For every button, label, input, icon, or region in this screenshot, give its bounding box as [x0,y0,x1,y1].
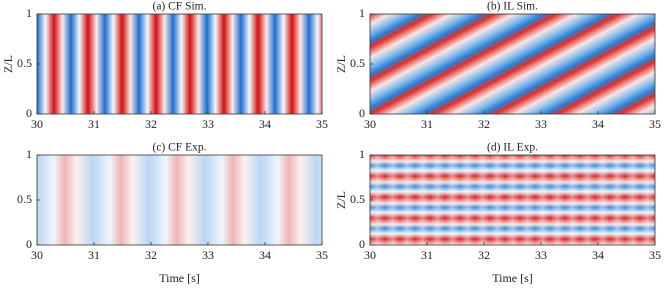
y-tick-label: 1 [359,6,365,20]
y-tick-label: 0.5 [17,192,32,206]
x-tick-label: 33 [202,248,214,262]
x-tick-label: 33 [535,117,547,131]
x-tick-label: 34 [259,117,271,131]
panel-title: (a) CF Sim. [153,1,207,13]
y-tick-label: 0.5 [350,192,365,206]
x-tick-label: 31 [421,117,433,131]
x-tick-label: 34 [592,117,604,131]
panel-title: (d) IL Exp. [487,142,538,154]
x-tick-label: 35 [316,117,328,131]
x-axis-label: Time [s] [159,271,200,285]
x-tick-label: 34 [259,248,271,262]
y-axis-label: Z/L [334,55,348,73]
x-tick-label: 32 [478,248,490,262]
x-tick-label: 35 [649,117,661,131]
panel-title: (b) IL Sim. [487,1,538,13]
x-tick-label: 31 [88,117,100,131]
y-tick-label: 0 [26,237,32,251]
x-tick-label: 34 [592,248,604,262]
heatmap [37,155,322,245]
y-tick-label: 0 [26,106,32,120]
x-tick-label: 31 [88,248,100,262]
x-tick-label: 33 [202,117,214,131]
heatmap [370,14,655,114]
x-tick-label: 33 [535,248,547,262]
x-tick-label: 32 [145,248,157,262]
x-tick-label: 35 [649,248,661,262]
x-tick-label: 30 [364,117,376,131]
x-tick-label: 30 [364,248,376,262]
y-tick-label: 1 [359,147,365,161]
x-tick-label: 32 [145,117,157,131]
y-axis-label: Z/L [1,55,15,73]
y-tick-label: 0.5 [350,56,365,70]
y-tick-label: 1 [26,6,32,20]
x-axis-label: Time [s] [492,271,533,285]
y-axis-label: Z/L [334,191,348,209]
y-tick-label: 0.5 [17,56,32,70]
x-tick-label: 30 [31,248,43,262]
x-tick-label: 32 [478,117,490,131]
y-tick-label: 1 [26,147,32,161]
heatmap [37,14,322,114]
heatmap [370,155,655,245]
x-tick-label: 35 [316,248,328,262]
y-tick-label: 0 [359,106,365,120]
x-tick-label: 30 [31,117,43,131]
panel-title: (c) CF Exp. [153,142,207,154]
x-tick-label: 31 [421,248,433,262]
y-tick-label: 0 [359,237,365,251]
